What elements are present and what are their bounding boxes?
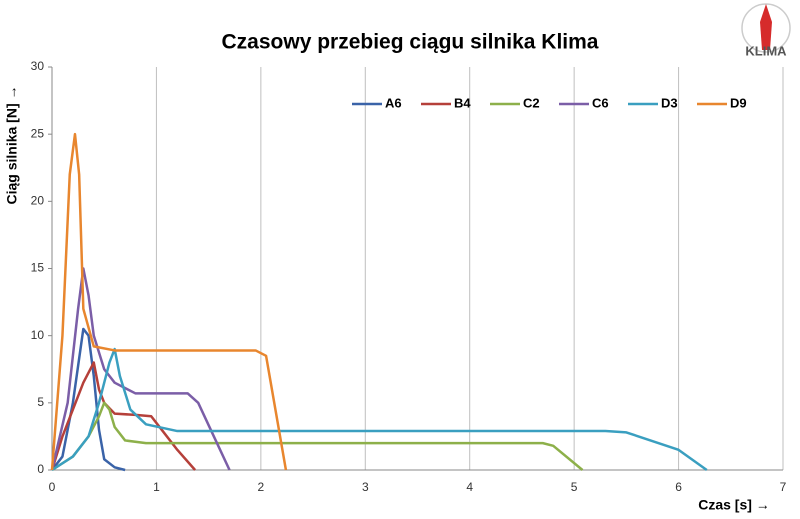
logo: KLIMA bbox=[741, 3, 791, 58]
legend-label: D3 bbox=[661, 95, 678, 110]
x-tick-label: 6 bbox=[675, 480, 682, 494]
x-tick-label: 4 bbox=[466, 480, 473, 494]
legend-label: C2 bbox=[523, 95, 540, 110]
x-tick-label: 5 bbox=[571, 480, 578, 494]
x-tick-label: 3 bbox=[362, 480, 369, 494]
y-tick-label: 0 bbox=[37, 462, 44, 476]
x-tick-label: 0 bbox=[49, 480, 56, 494]
series-line bbox=[51, 327, 126, 472]
series-line bbox=[50, 267, 231, 471]
legend-label: C6 bbox=[592, 95, 609, 110]
series-line bbox=[50, 132, 288, 471]
x-axis-label: Czas [s] → bbox=[698, 497, 770, 513]
y-tick-label: 25 bbox=[31, 126, 45, 140]
series-line bbox=[51, 401, 584, 472]
y-tick-label: 20 bbox=[31, 194, 45, 208]
logo-text: KLIMA bbox=[745, 43, 787, 58]
x-tick-label: 7 bbox=[780, 480, 787, 494]
y-tick-label: 5 bbox=[37, 395, 44, 409]
y-tick-label: 10 bbox=[31, 328, 45, 342]
y-tick-label: 30 bbox=[31, 59, 45, 73]
y-tick-label: 15 bbox=[31, 261, 45, 275]
legend-label: B4 bbox=[454, 95, 471, 110]
chart-title: Czasowy przebieg ciągu silnika Klima bbox=[222, 31, 599, 54]
series-line bbox=[51, 347, 708, 472]
y-axis-label: Ciąg silnika [N] → bbox=[4, 85, 20, 204]
legend-label: D9 bbox=[730, 95, 747, 110]
x-tick-label: 2 bbox=[258, 480, 265, 494]
x-tick-label: 1 bbox=[153, 480, 160, 494]
legend-label: A6 bbox=[385, 95, 402, 110]
